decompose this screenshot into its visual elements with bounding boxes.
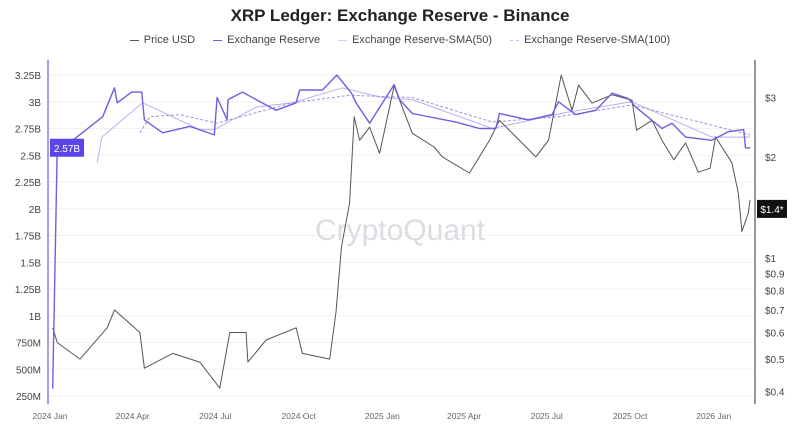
y-left-tick-label: 1.75B <box>15 232 41 243</box>
series-line-2 <box>96 87 751 163</box>
legend-item-sma100[interactable]: Exchange Reserve-SMA(100) <box>510 34 670 46</box>
y-right-tick-label: $1 <box>765 254 777 265</box>
x-tick-label: 2024 Jul <box>199 411 231 421</box>
y-right-tick-label: $0.7 <box>765 306 785 317</box>
x-tick-label: 2025 Apr <box>447 411 481 421</box>
watermark: CryptoQuant <box>315 214 486 247</box>
y-right-tick-label: $0.8 <box>765 287 785 298</box>
legend-item-price[interactable]: Price USD <box>129 34 196 46</box>
series-line-1 <box>52 74 751 389</box>
x-tick-label: 2025 Jul <box>531 411 563 421</box>
y-left-tick-label: 1.5B <box>20 258 41 269</box>
x-tick-label: 2024 Apr <box>116 411 150 421</box>
y-right-tick-label: $3 <box>765 94 777 105</box>
y-left-tick-label: 2.75B <box>15 125 41 136</box>
y-left-tick-label: 2.25B <box>15 178 41 189</box>
y-left-tick-label: 1B <box>29 312 42 323</box>
legend-item-reserve[interactable]: Exchange Reserve <box>213 34 320 46</box>
current-reserve-badge <box>50 138 84 157</box>
x-tick-label: 2025 Jan <box>365 411 400 421</box>
y-left-tick-label: 2B <box>29 205 42 216</box>
y-right-tick-label: $2 <box>765 153 777 164</box>
legend-label: Price USD <box>143 34 196 46</box>
legend-swatch <box>129 39 139 41</box>
y-left-tick-label: 500M <box>16 365 41 376</box>
legend-swatch <box>510 39 520 41</box>
legend-label: Exchange Reserve-SMA(100) <box>524 34 671 46</box>
y-left-tick-label: 2.5B <box>20 151 41 162</box>
x-tick-label: 2024 Jan <box>33 411 68 421</box>
y-right-tick-label: $0.9 <box>765 269 785 280</box>
y-left-tick-label: 3B <box>29 98 42 109</box>
y-right-tick-label: $0.6 <box>765 329 785 340</box>
legend-swatch <box>213 39 223 41</box>
x-tick-label: 2024 Oct <box>282 411 317 421</box>
x-tick-label: 2025 Oct <box>613 411 648 421</box>
x-tick-label: 2026 Jan <box>696 411 731 421</box>
y-left-tick-label: 1.25B <box>15 285 41 296</box>
legend-label: Exchange Reserve <box>227 34 321 46</box>
current-price-label: $1.4* <box>760 205 783 216</box>
series-line-0 <box>52 74 751 389</box>
legend-item-sma50[interactable]: Exchange Reserve-SMA(50) <box>338 34 492 46</box>
legend-swatch <box>338 39 348 41</box>
y-right-tick-label: $0.4 <box>765 388 785 399</box>
current-reserve-label: 2.57B <box>54 144 80 155</box>
legend-label: Exchange Reserve-SMA(50) <box>352 34 493 46</box>
y-left-tick-label: 250M <box>16 392 41 403</box>
legend: Price USD Exchange Reserve Exchange Rese… <box>0 34 800 46</box>
current-price-badge <box>757 199 787 218</box>
y-right-tick-label: $0.5 <box>765 355 785 366</box>
y-left-tick-label: 3.25B <box>15 71 41 82</box>
y-left-tick-label: 750M <box>16 339 41 350</box>
chart-title: XRP Ledger: Exchange Reserve - Binance <box>230 6 570 25</box>
